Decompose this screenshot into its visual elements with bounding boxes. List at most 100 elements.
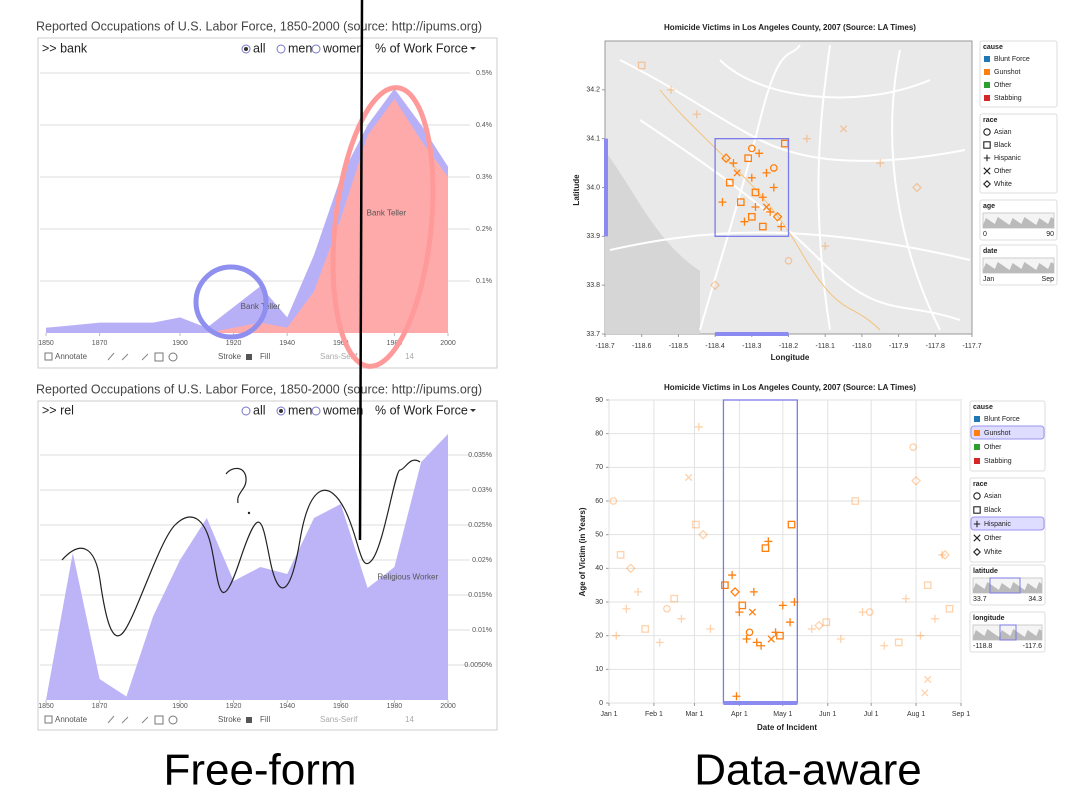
y-tick-label: 0.4%: [476, 122, 492, 129]
y-tick-label: 0.015%: [468, 592, 492, 599]
point: [692, 110, 701, 119]
toolbar-icon: [154, 715, 164, 725]
x-tick-label: 1960: [333, 703, 349, 710]
sketch-curve: [61, 459, 421, 637]
radio: [311, 44, 321, 54]
dropdown-arrow: [470, 409, 476, 412]
y-tick-label: 0.03%: [472, 487, 492, 494]
point: [766, 207, 775, 216]
y-tick-label: 10: [595, 666, 603, 673]
point: [851, 497, 860, 505]
point: [622, 604, 631, 613]
toolbar-icons: [107, 352, 149, 361]
x-tick-label: 2000: [440, 703, 456, 710]
x-tick-label: 1900: [172, 340, 188, 347]
point: [876, 159, 885, 168]
y-tick-label: 0.0050%: [464, 662, 492, 669]
x-axis-title: Longitude: [771, 353, 810, 362]
stroke-swatch: [246, 354, 252, 360]
point: [738, 601, 747, 610]
x-tick-label: Apr 1: [731, 711, 748, 718]
point: [749, 587, 758, 596]
point: [769, 183, 778, 192]
sketch-line: [358, 0, 364, 541]
point: [751, 203, 760, 212]
point: [758, 193, 767, 202]
point: [772, 211, 783, 222]
point: [609, 497, 618, 505]
point: [912, 182, 922, 193]
legend-label: Other: [994, 82, 1012, 89]
point: [758, 222, 767, 231]
point: [940, 549, 950, 560]
area: [46, 434, 448, 700]
toolbar-check: [44, 715, 53, 724]
y-tick-label: 20: [595, 633, 603, 640]
x-tick-label: May 1: [773, 711, 792, 718]
slider-title: longitude: [973, 615, 1005, 622]
point: [730, 586, 740, 597]
toolbar-label: Stroke: [218, 352, 242, 361]
radio-label: men: [288, 41, 312, 55]
point: [637, 61, 646, 70]
x-tick-label: Sep 1: [952, 711, 970, 718]
dropdown: % of Work Force: [375, 403, 468, 417]
point: [748, 608, 757, 616]
x-tick-label: -118.1: [816, 343, 835, 350]
slider-handle: [989, 577, 1021, 594]
dropdown: % of Work Force: [375, 41, 468, 55]
slider-min: -118.8: [973, 643, 992, 650]
slider-min: 0: [983, 231, 987, 238]
x-tick-label: -118.0: [852, 343, 871, 350]
point: [769, 164, 778, 172]
point: [736, 198, 745, 206]
point: [858, 608, 867, 617]
x-tick-label: 1980: [387, 340, 403, 347]
point: [685, 473, 693, 482]
legend-label: Hispanic: [984, 521, 1011, 528]
x-tick-label: -118.2: [779, 343, 798, 350]
legend-swatch: [984, 82, 990, 88]
slider-max: 90: [1046, 231, 1054, 238]
legend-symbol: [983, 180, 991, 188]
radio-label: all: [253, 403, 266, 417]
point: [612, 631, 621, 640]
point: [802, 134, 811, 143]
sketch-circle: [193, 264, 269, 340]
point: [633, 587, 642, 596]
point: [771, 628, 780, 637]
legend-label: Other: [984, 444, 1002, 451]
panel-title: Reported Occupations of U.S. Labor Force…: [36, 382, 482, 396]
point: [894, 638, 903, 647]
point: [786, 618, 795, 627]
slider-histogram: [983, 217, 1054, 228]
point: [710, 280, 721, 291]
legend-label: Stabbing: [984, 458, 1012, 465]
annotation: Bank Teller: [367, 209, 407, 218]
area: [46, 99, 448, 333]
point: [692, 520, 700, 529]
point: [747, 212, 756, 221]
point: [865, 608, 874, 616]
radio: [276, 44, 286, 54]
point: [762, 168, 771, 177]
radio-label: women: [322, 41, 363, 55]
y-tick-label: 80: [595, 431, 603, 438]
slider-max: 34.3: [1028, 596, 1042, 603]
point: [694, 422, 703, 431]
legend-highlight: [970, 425, 1045, 440]
point: [725, 178, 734, 187]
legend-box: [979, 113, 1058, 194]
stroke-swatch: [246, 717, 252, 723]
legend-highlight: [970, 516, 1045, 531]
point: [670, 594, 679, 603]
y-tick-label: 40: [595, 565, 603, 572]
toolbar-icons: [107, 715, 149, 724]
radio: [241, 406, 251, 416]
x-tick-label: Mar 1: [686, 711, 704, 718]
point: [667, 85, 676, 94]
point: [923, 581, 932, 590]
point: [911, 475, 922, 486]
point: [784, 256, 793, 265]
legend-label: Asian: [984, 493, 1002, 500]
